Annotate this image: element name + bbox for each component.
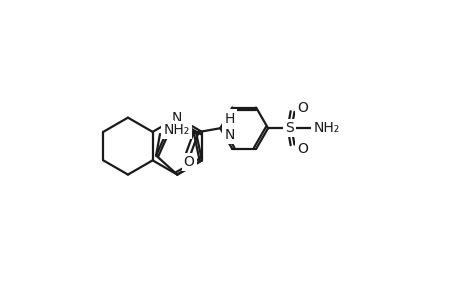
Text: N: N xyxy=(172,111,182,124)
Text: O: O xyxy=(297,101,308,115)
Text: O: O xyxy=(183,155,194,169)
Text: S: S xyxy=(285,121,293,135)
Text: NH₂: NH₂ xyxy=(313,121,339,135)
Text: NH₂: NH₂ xyxy=(163,123,190,137)
Text: O: O xyxy=(297,142,308,156)
Text: S: S xyxy=(163,122,172,136)
Text: H
N: H N xyxy=(224,112,234,142)
